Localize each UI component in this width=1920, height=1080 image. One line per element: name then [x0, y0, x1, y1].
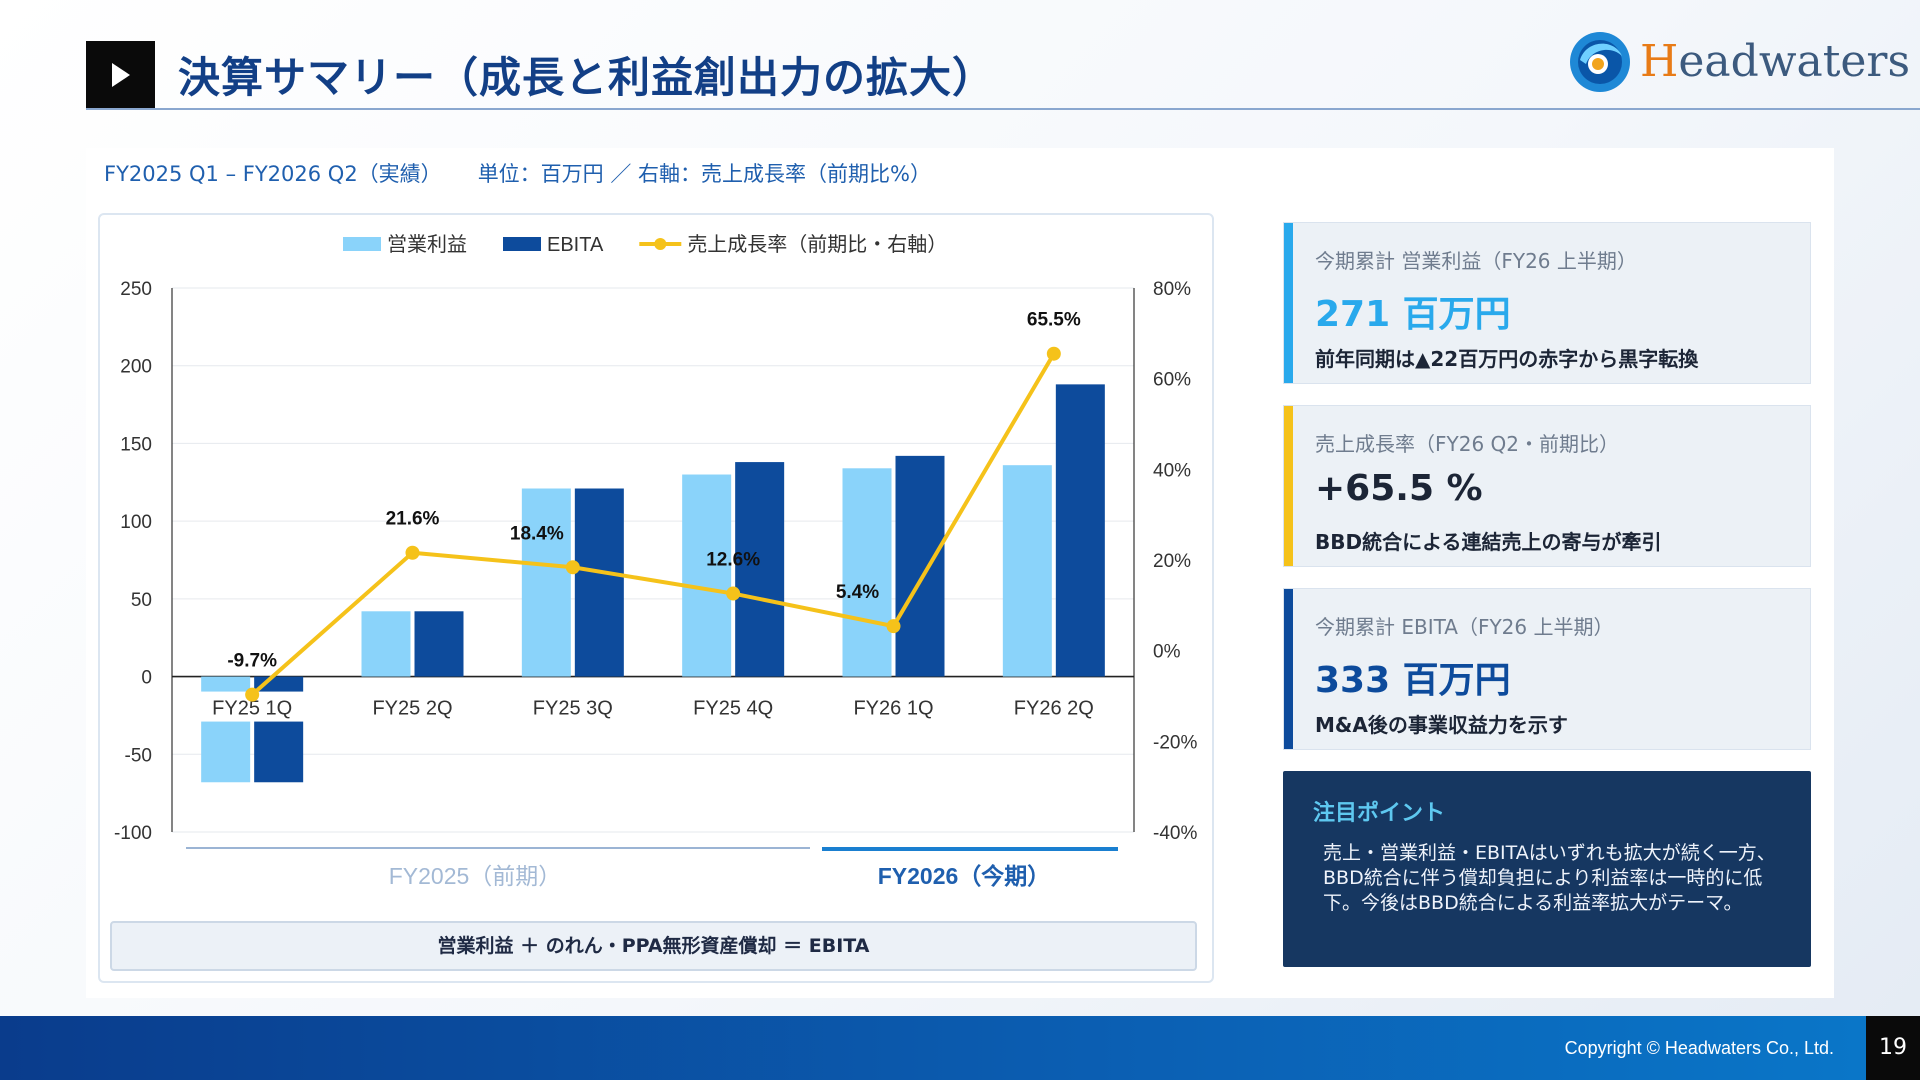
y2-tick-label: 20% [1153, 551, 1191, 572]
bar-operating-profit [361, 611, 411, 677]
play-icon [112, 63, 130, 87]
growth-rate-point [245, 687, 260, 702]
y2-tick-label: 40% [1153, 460, 1191, 481]
legend-label: 営業利益 [387, 233, 467, 256]
growth-rate-point [886, 619, 901, 634]
data-label: 21.6% [386, 509, 440, 530]
data-label: 12.6% [706, 550, 760, 571]
section-marker [86, 41, 155, 109]
kpi-accent-bar [1284, 589, 1293, 749]
legend-swatch [503, 237, 541, 251]
footer-bar: Copyright © Headwaters Co., Ltd. [0, 1016, 1866, 1080]
growth-rate-point [726, 586, 741, 601]
header-divider [86, 108, 1920, 110]
y2-tick-label: -20% [1153, 732, 1197, 753]
page-title: 決算サマリー（成長と利益創出力の拡大） [178, 53, 996, 102]
x-tick-label: FY25 4Q [693, 698, 773, 720]
bar-ebita [735, 462, 785, 677]
bar-ebita [895, 455, 945, 677]
x-tick-label: FY26 2Q [1014, 698, 1094, 720]
y-tick-label: 50 [131, 590, 152, 611]
period-label: FY2025 Q1 – FY2026 Q2（実績） [104, 162, 442, 186]
kpi-label: 今期累計 営業利益（FY26 上半期） [1315, 249, 1637, 273]
focus-title: 注目ポイント [1313, 801, 1446, 826]
kpi-card-operating-profit: 今期累計 営業利益（FY26 上半期） 271 百万円 前年同期は▲22百万円の… [1283, 222, 1811, 384]
focus-points-box: 注目ポイント 売上・営業利益・EBITAはいずれも拡大が続く一方、BBD統合に伴… [1283, 771, 1811, 967]
kpi-label: 売上成長率（FY26 Q2・前期比） [1315, 432, 1619, 456]
kpi-accent-bar [1284, 223, 1293, 383]
data-label: 18.4% [510, 523, 564, 544]
data-label: 65.5% [1027, 310, 1081, 331]
x-tick-label: FY26 1Q [853, 698, 933, 720]
y-tick-label: -50 [125, 745, 152, 766]
legend-label: EBITA [547, 234, 604, 256]
period-label-prev: FY2025（前期） [389, 863, 562, 889]
y-tick-label: -100 [114, 823, 152, 844]
bar-ebita [1055, 384, 1105, 677]
y-tick-label: 250 [120, 279, 152, 300]
focus-body: 売上・営業利益・EBITAはいずれも拡大が続く一方、BBD統合に伴う償却負担によ… [1323, 842, 1776, 914]
data-label: 5.4% [836, 582, 879, 603]
kpi-value: 271 百万円 [1315, 294, 1511, 335]
data-label: -9.7% [227, 651, 277, 672]
x-tick-label: FY25 2Q [372, 698, 452, 720]
kpi-accent-bar [1284, 406, 1293, 566]
y2-tick-label: 80% [1153, 279, 1191, 300]
kpi-note: 前年同期は▲22百万円の赤字から黒字転換 [1315, 347, 1699, 371]
kpi-note: BBD統合による連結売上の寄与が牽引 [1315, 530, 1662, 554]
bar-operating-profit [842, 468, 892, 677]
copyright-text: Copyright © Headwaters Co., Ltd. [1564, 1038, 1834, 1058]
x-tick-label: FY25 3Q [533, 698, 613, 720]
growth-rate-point [565, 560, 580, 575]
growth-rate-point [1046, 346, 1061, 361]
logo-wordmark: Headwaters [1640, 36, 1911, 87]
bar-ebita [574, 488, 624, 677]
kpi-value: 333 百万円 [1315, 660, 1511, 701]
y-tick-label: 100 [120, 512, 152, 533]
unit-label: 単位：百万円 ／ 右軸：売上成長率（前期比%） [477, 162, 931, 186]
earnings-chart: 250 200 150 100 50 0 -50 -100 80% 60% 40% 20% 0% -20%… [114, 233, 1197, 889]
bar-operating-profit [521, 488, 571, 677]
company-logo: Headwaters [1568, 28, 1911, 98]
kpi-value: +65.5 % [1315, 468, 1483, 509]
legend-swatch [343, 237, 381, 251]
y-tick-label: 150 [120, 434, 152, 455]
growth-rate-line [250, 352, 1056, 697]
bar-ebita [414, 611, 464, 677]
kpi-card-sales-growth: 売上成長率（FY26 Q2・前期比） +65.5 % BBD統合による連結売上の… [1283, 405, 1811, 567]
bar-operating-profit [1002, 465, 1052, 677]
period-label-current: FY2026（今期） [878, 863, 1051, 889]
formula-box: 営業利益 ＋ のれん・PPA無形資産償却 ＝ EBITA [110, 921, 1197, 971]
page-number: 19 [1866, 1016, 1920, 1080]
kpi-note: M&A後の事業収益力を示す [1315, 713, 1568, 737]
legend-marker [654, 238, 667, 250]
kpi-label: 今期累計 EBITA（FY26 上半期） [1315, 615, 1614, 639]
y2-tick-label: 60% [1153, 370, 1191, 391]
legend-label: 売上成長率（前期比・右軸） [687, 233, 947, 256]
y-tick-label: 200 [120, 357, 152, 378]
y2-tick-label: 0% [1153, 642, 1181, 663]
chart-subtitle: FY2025 Q1 – FY2026 Q2（実績） 単位：百万円 ／ 右軸：売上成… [104, 158, 967, 188]
bar-operating-profit [682, 474, 732, 677]
x-tick-label: FY25 1Q [212, 698, 292, 720]
y2-tick-label: -40% [1153, 823, 1197, 844]
y-tick-label: 0 [141, 668, 152, 689]
logo-mark-icon [1570, 32, 1630, 92]
growth-rate-point [405, 545, 420, 560]
kpi-card-ebita: 今期累計 EBITA（FY26 上半期） 333 百万円 M&A後の事業収益力を… [1283, 588, 1811, 750]
